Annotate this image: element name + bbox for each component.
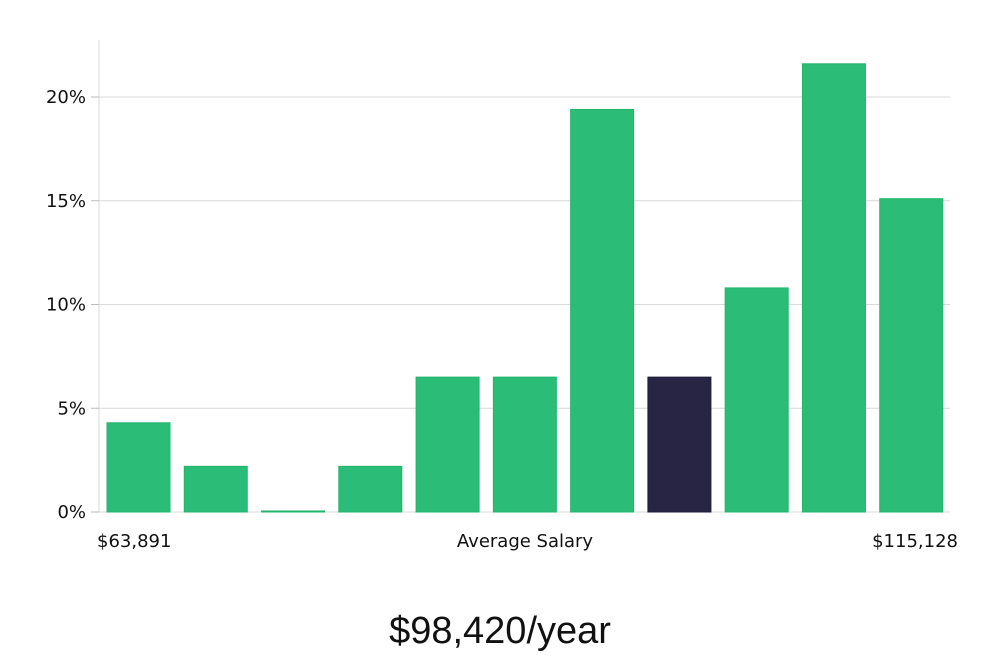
y-tick-label: 5%	[57, 398, 86, 419]
bar	[724, 287, 789, 513]
y-tick-label: 15%	[46, 191, 86, 212]
bar	[879, 198, 944, 513]
bar	[183, 465, 248, 513]
bar-highlighted	[647, 376, 712, 513]
x-axis-label: Average Salary	[457, 531, 594, 552]
x-min-label: $63,891	[97, 531, 171, 552]
bar	[492, 376, 557, 513]
y-tick-label: 0%	[57, 502, 86, 523]
bar	[106, 422, 171, 513]
bar	[570, 108, 635, 513]
bar	[801, 63, 866, 513]
bar	[261, 510, 326, 513]
bar	[415, 376, 480, 513]
bar	[338, 465, 403, 513]
chart-title: $98,420/year	[389, 610, 611, 652]
y-tick-label: 20%	[46, 87, 86, 108]
y-tick-label: 10%	[46, 295, 86, 316]
x-max-label: $115,128	[872, 531, 958, 552]
